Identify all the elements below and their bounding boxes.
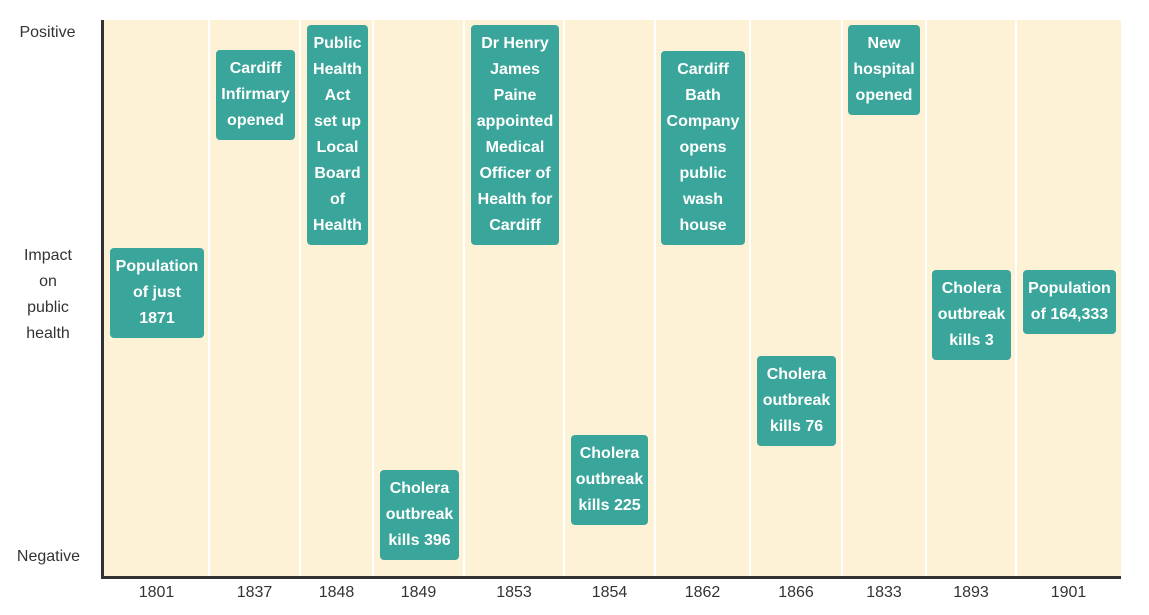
event-box: Public Health Act set up Local Board of …	[307, 25, 368, 245]
column-separator	[563, 20, 565, 577]
x-tick-label: 1862	[684, 584, 721, 601]
event-box: Population of just 1871	[110, 248, 204, 338]
x-tick-label: 1893	[953, 584, 989, 601]
column-separator	[841, 20, 843, 577]
x-tick-label: 1901	[1050, 584, 1087, 601]
x-tick-label: 1854	[591, 584, 628, 601]
x-tick-label: 1849	[400, 584, 437, 601]
event-box: Cholera outbreak kills 76	[757, 356, 836, 446]
x-tick-label: 1866	[778, 584, 814, 601]
column-separator	[372, 20, 374, 577]
event-box: Cardiff Bath Company opens public wash h…	[661, 51, 745, 245]
column-separator	[208, 20, 210, 577]
event-box: Dr Henry James Paine appointed Medical O…	[471, 25, 559, 245]
event-box: Cardiff Infirmary opened	[216, 50, 295, 140]
x-tick-label: 1848	[318, 584, 355, 601]
column-separator	[749, 20, 751, 577]
column-separator	[925, 20, 927, 577]
column-separator	[463, 20, 465, 577]
x-tick-label: 1837	[236, 584, 273, 601]
x-axis-line	[101, 576, 1121, 579]
y-axis-top-label: Positive	[19, 24, 76, 41]
x-tick-label: 1801	[138, 584, 175, 601]
event-box: Cholera outbreak kills 396	[380, 470, 459, 560]
event-box: Cholera outbreak kills 225	[571, 435, 648, 525]
event-box: Cholera outbreak kills 3	[932, 270, 1011, 360]
event-box: Population of 164,333	[1023, 270, 1116, 334]
y-axis-line	[101, 20, 104, 578]
y-axis-bottom-label: Negative	[16, 548, 81, 565]
y-axis-title: Impact on public health	[23, 247, 72, 342]
event-box: New hospital opened	[848, 25, 920, 115]
column-separator	[299, 20, 301, 577]
column-separator	[654, 20, 656, 577]
x-tick-label: 1833	[866, 584, 902, 601]
column-separator	[1015, 20, 1017, 577]
x-tick-label: 1853	[496, 584, 532, 601]
